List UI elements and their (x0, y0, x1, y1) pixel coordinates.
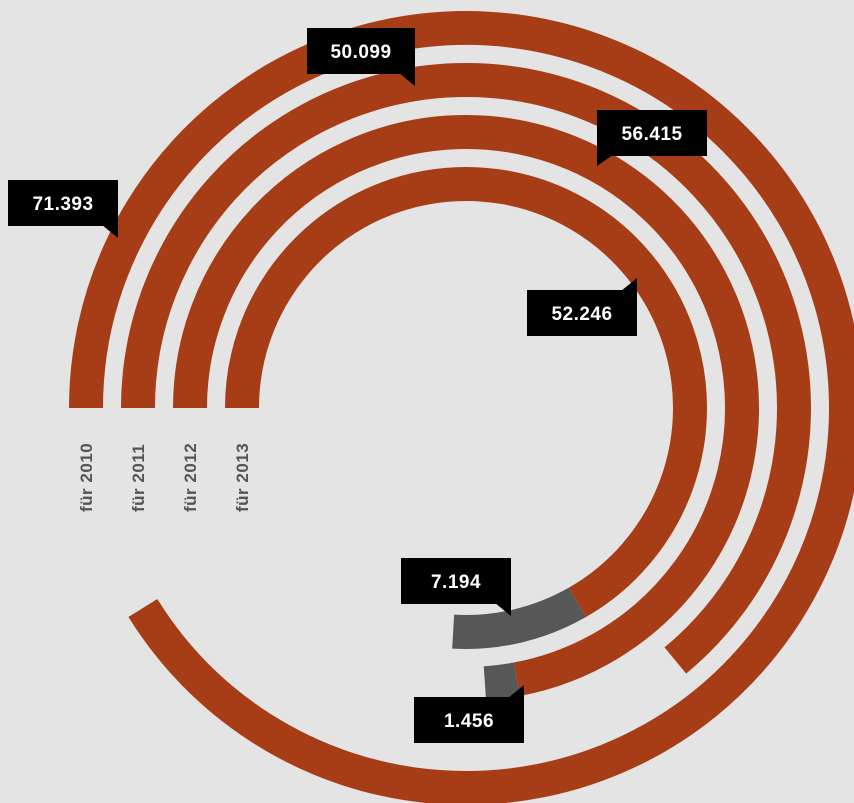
secondary-value-label-4-box (401, 558, 511, 604)
value-label-3-box (597, 110, 707, 156)
value-label-4-pointer (621, 278, 637, 291)
value-label-1: 71.393 (8, 180, 118, 238)
secondary-value-label-3-box (414, 697, 524, 743)
ring-secondary-bar-3 (483, 662, 521, 701)
ring-secondary-bar-4 (452, 587, 586, 649)
value-label-1-text: 71.393 (32, 194, 93, 215)
value-label-3-text: 56.415 (621, 124, 682, 145)
value-label-2-text: 50.099 (330, 42, 391, 63)
value-label-2: 50.099 (307, 28, 415, 86)
secondary-value-label-4-text: 7.194 (431, 572, 481, 593)
value-label-4-box (527, 290, 637, 336)
callouts-layer: 71.393 50.099 56.415 1.456 52.246 7.194 (8, 28, 707, 743)
rings-layer (69, 11, 854, 803)
value-label-4-text: 52.246 (551, 304, 612, 325)
ring-bar-3 (173, 115, 759, 696)
secondary-value-label-3-pointer (508, 685, 524, 698)
category-label-3: für 2012 (181, 443, 200, 512)
value-label-1-box (8, 180, 118, 226)
secondary-value-label-4-pointer (495, 603, 511, 616)
category-label-2: für 2011 (129, 444, 148, 512)
secondary-value-label-3-text: 1.456 (444, 711, 494, 732)
value-label-1-pointer (102, 225, 118, 238)
secondary-value-label-4: 7.194 (401, 558, 511, 616)
category-labels-layer: für 2010 für 2011 für 2012 für 2013 (77, 443, 252, 512)
value-label-3-pointer (597, 155, 613, 166)
category-label-4: für 2013 (233, 443, 252, 512)
value-label-2-pointer (399, 73, 415, 86)
value-label-4: 52.246 (527, 278, 637, 336)
value-label-2-box (307, 28, 415, 74)
secondary-value-label-3: 1.456 (414, 685, 524, 743)
ring-bar-1 (69, 11, 854, 803)
category-label-1: für 2010 (77, 443, 96, 512)
ring-bar-4 (225, 167, 707, 618)
value-label-3: 56.415 (597, 110, 707, 166)
